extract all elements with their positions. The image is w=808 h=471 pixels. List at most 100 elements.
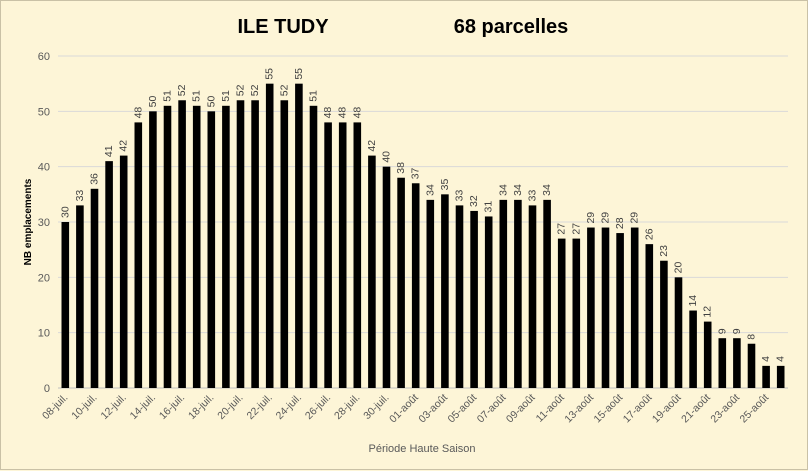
x-tick-label: 13-août (562, 392, 596, 426)
data-label: 52 (176, 84, 188, 96)
bars (61, 83, 785, 389)
bar (222, 105, 230, 389)
x-tick-label: 22-juil. (244, 392, 274, 422)
x-tick-label: 24-juil. (274, 392, 304, 422)
bar (689, 310, 697, 388)
bar (397, 177, 405, 388)
x-tick-label: 12-juil. (98, 392, 128, 422)
bar (163, 105, 172, 389)
data-label: 40 (381, 151, 393, 163)
data-label: 32 (468, 195, 480, 207)
data-label: 42 (366, 140, 378, 152)
x-tick-label: 16-juil. (157, 392, 187, 422)
bar (309, 105, 318, 389)
data-label: 55 (293, 68, 305, 80)
x-tick-label: 14-juil. (128, 392, 158, 422)
x-tick-label: 17-août (621, 392, 655, 426)
bar (295, 83, 303, 389)
bar (207, 111, 216, 388)
bar (426, 199, 435, 388)
data-label: 35 (439, 178, 451, 190)
bar (528, 205, 537, 388)
bar (324, 122, 332, 389)
data-label: 41 (103, 145, 115, 157)
data-label: 51 (220, 90, 232, 102)
y-tick-label: 50 (38, 106, 50, 118)
y-axis-title: NB emplacements (23, 178, 34, 265)
chart-subtitle: 68 parcelles (454, 16, 569, 38)
data-label: 8 (746, 334, 758, 340)
bar (762, 365, 770, 388)
x-tick-label: 20-juil. (215, 392, 245, 422)
data-label: 27 (570, 223, 582, 235)
y-tick-label: 0 (44, 383, 50, 395)
bar (543, 199, 551, 388)
bar (236, 100, 245, 389)
data-label: 26 (643, 228, 655, 240)
bar (411, 183, 420, 388)
data-label: 20 (673, 261, 685, 273)
data-label: 50 (205, 95, 217, 107)
x-tick-label: 25-août (738, 392, 772, 426)
bar (630, 227, 639, 388)
x-tick-label: 05-août (446, 392, 480, 426)
data-label: 29 (629, 212, 641, 224)
bar (105, 161, 113, 388)
data-label: 48 (351, 107, 363, 119)
x-axis-title: Période Haute Saison (368, 443, 475, 455)
bar (251, 100, 259, 389)
x-tick-label: 07-août (475, 392, 509, 426)
data-label: 33 (454, 190, 466, 202)
x-tick-label: 19-août (650, 392, 684, 426)
data-label: 50 (147, 95, 159, 107)
data-label: 42 (118, 140, 130, 152)
bar (76, 205, 84, 388)
data-label: 48 (337, 107, 349, 119)
bar (514, 199, 522, 388)
bar (616, 233, 624, 388)
bar (280, 100, 289, 389)
data-label: 52 (235, 84, 247, 96)
y-tick-label: 30 (38, 217, 50, 229)
bar (747, 343, 756, 388)
bar (718, 338, 727, 388)
x-tick-label: 26-juil. (303, 392, 333, 422)
data-label: 34 (512, 184, 524, 196)
bar (587, 227, 595, 388)
data-label: 34 (497, 184, 509, 196)
data-label: 33 (527, 190, 539, 202)
bar (660, 260, 668, 388)
bar (499, 199, 508, 388)
data-label: 28 (614, 217, 626, 229)
data-label: 48 (132, 107, 144, 119)
bar (134, 122, 143, 389)
x-tick-label: 23-août (708, 392, 742, 426)
bar (674, 277, 683, 388)
x-tick-label: 15-août (592, 392, 626, 426)
data-label: 55 (264, 68, 276, 80)
x-tick-label: 08-juil. (40, 392, 70, 422)
bar (178, 100, 186, 389)
data-label: 33 (74, 190, 86, 202)
x-tick-label: 01-août (387, 392, 421, 426)
x-tick-label: 09-août (504, 392, 538, 426)
bar (382, 166, 391, 388)
data-label: 4 (760, 356, 772, 362)
y-axis-ticks: 0 10 20 30 40 50 60 (38, 51, 50, 395)
bar (601, 227, 610, 388)
data-label: 29 (600, 212, 612, 224)
data-label: 52 (278, 84, 290, 96)
y-tick-label: 20 (38, 272, 50, 284)
bar (192, 105, 201, 389)
data-label: 29 (585, 212, 597, 224)
bar (441, 194, 449, 388)
data-label: 51 (162, 90, 174, 102)
y-tick-label: 40 (38, 162, 50, 174)
data-label: 38 (395, 162, 407, 174)
x-axis-ticks: 08-juil.10-juil.12-juil.14-juil.16-juil.… (40, 392, 771, 426)
bar (353, 122, 362, 389)
x-tick-label: 10-juil. (69, 392, 99, 422)
data-label: 36 (89, 173, 101, 185)
